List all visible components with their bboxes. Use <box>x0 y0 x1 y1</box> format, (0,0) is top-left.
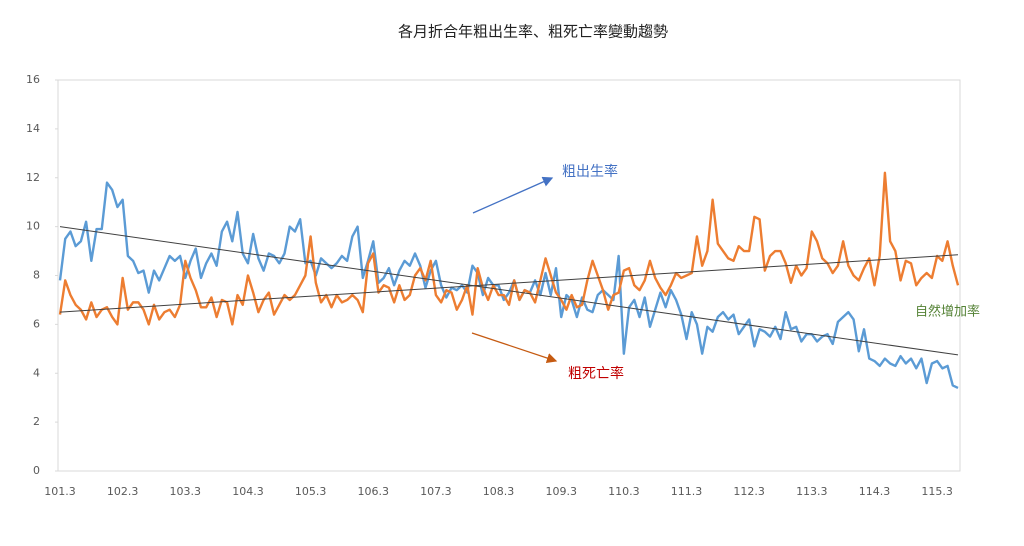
x-tick-label: 104.3 <box>232 485 264 498</box>
y-tick-label: 8 <box>33 269 40 282</box>
x-tick-label: 103.3 <box>170 485 202 498</box>
plot-area <box>57 79 961 472</box>
y-tick-label: 0 <box>33 464 40 477</box>
x-tick-label: 105.3 <box>295 485 327 498</box>
arrow <box>471 332 558 364</box>
trendline <box>59 254 959 313</box>
y-tick-label: 6 <box>33 317 40 330</box>
y-tick-label: 12 <box>26 171 40 184</box>
x-tick-label: 115.3 <box>921 485 953 498</box>
y-tick-label: 14 <box>26 122 40 135</box>
annotation: 自然增加率 <box>915 304 980 320</box>
x-tick-label: 111.3 <box>671 485 703 498</box>
x-tick-label: 102.3 <box>107 485 139 498</box>
y-tick-label: 4 <box>33 366 40 379</box>
series-line <box>58 181 959 389</box>
x-tick-label: 106.3 <box>358 485 390 498</box>
x-tick-label: 113.3 <box>796 485 828 498</box>
series-line <box>58 171 960 326</box>
x-tick-label: 108.3 <box>483 485 515 498</box>
birth-label: 粗出生率 <box>562 163 618 180</box>
x-tick-label: 110.3 <box>608 485 640 498</box>
x-tick-label: 114.3 <box>859 485 891 498</box>
x-tick-label: 109.3 <box>545 485 577 498</box>
chart-title: 各月折合年粗出生率、粗死亡率變動趨勢 <box>398 23 668 41</box>
y-tick-label: 16 <box>26 73 40 86</box>
x-tick-label: 112.3 <box>733 485 765 498</box>
arrow <box>472 176 554 214</box>
death-label: 粗死亡率 <box>568 365 624 382</box>
y-tick-label: 10 <box>26 220 40 233</box>
x-tick-label: 107.3 <box>420 485 452 498</box>
y-tick-label: 2 <box>33 415 40 428</box>
trendline <box>59 226 959 356</box>
x-tick-label: 101.3 <box>44 485 76 498</box>
